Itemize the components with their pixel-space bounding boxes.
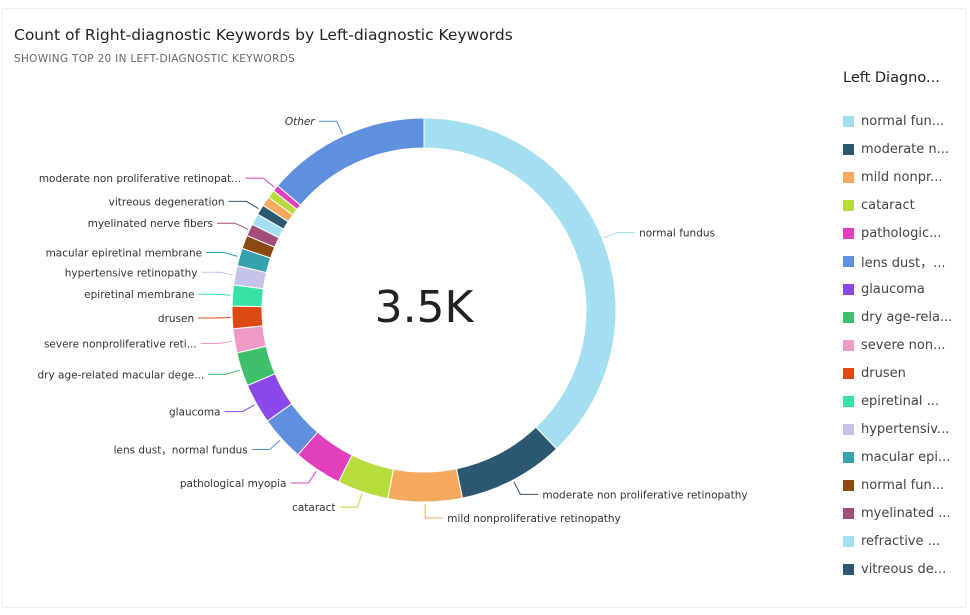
legend-swatch — [843, 255, 854, 267]
legend-swatch — [843, 479, 854, 491]
legend-label: severe non... — [861, 337, 946, 353]
legend-swatch — [843, 367, 854, 379]
leader-line — [290, 471, 317, 484]
legend-title: Left Diagno... — [843, 70, 940, 86]
slice-label: pathological myopia — [180, 478, 287, 490]
legend-item[interactable]: myelinated ... — [843, 499, 968, 527]
leader-line — [318, 120, 343, 135]
donut-slice[interactable] — [455, 426, 558, 499]
legend-label: mild nonpr... — [861, 169, 943, 185]
donut-chart: normal fundus moderate non proliferative … — [38, 116, 748, 525]
legend-label: hypertensiv... — [861, 421, 950, 437]
slice-label: dry age-related macular dege... — [38, 369, 205, 381]
legend-swatch — [843, 115, 854, 127]
donut-slice[interactable] — [387, 468, 463, 503]
leader-line — [200, 340, 233, 345]
legend-item[interactable]: glaucoma — [843, 275, 968, 303]
legend-item[interactable]: drusen — [843, 359, 968, 387]
legend-swatch — [843, 283, 854, 295]
leader-line — [208, 369, 240, 375]
leader-line — [198, 293, 231, 296]
legend-item[interactable]: pathologic... — [843, 219, 968, 247]
legend-label: moderate n... — [861, 141, 950, 157]
chart-title: Count of Right-diagnostic Keywords by Le… — [14, 26, 513, 44]
legend-swatch — [843, 143, 854, 155]
leader-line — [245, 177, 275, 188]
legend-label: pathologic... — [861, 225, 942, 241]
legend-swatch — [843, 423, 854, 435]
legend-item[interactable]: lens dust，... — [843, 247, 968, 275]
legend-item[interactable]: normal fun... — [843, 107, 968, 135]
legend-swatch — [843, 535, 854, 547]
slice-label: lens dust，normal fundus — [114, 445, 248, 457]
slice-label: normal fundus — [639, 228, 715, 240]
legend-label: refractive ... — [861, 533, 941, 549]
slice-label: severe nonproliferative reti... — [44, 339, 197, 351]
slice-label: hypertensive retinopathy — [65, 267, 198, 279]
legend-swatch — [843, 395, 854, 407]
center-total-label: 3.5K — [375, 282, 475, 333]
slice-label: myelinated nerve fibers — [88, 218, 213, 230]
leader-line — [201, 271, 234, 276]
chart-card — [2, 8, 966, 608]
leader-line — [198, 316, 231, 319]
legend-swatch — [843, 311, 854, 323]
legend-swatch — [843, 227, 854, 239]
legend-label: glaucoma — [861, 281, 925, 297]
slice-label: mild nonproliferative retinopathy — [447, 513, 621, 525]
slice-label: drusen — [158, 313, 194, 325]
leader-line — [603, 232, 636, 239]
slice-label: epiretinal membrane — [84, 289, 194, 301]
slice-label: glaucoma — [169, 407, 221, 419]
slice-label: cataract — [292, 502, 335, 514]
legend-swatch — [843, 507, 854, 519]
legend-item[interactable]: refractive ... — [843, 527, 968, 555]
slice-label: moderate non proliferative retinopathy — [542, 489, 747, 501]
legend-label: normal fun... — [861, 477, 945, 493]
chart-subtitle: SHOWING TOP 20 IN LEFT-DIAGNOSTIC KEYWOR… — [14, 53, 296, 65]
legend-item[interactable]: moderate n... — [843, 135, 968, 163]
slice-label: Other — [285, 116, 315, 128]
legend-label: dry age-rela... — [861, 309, 953, 325]
legend-item[interactable]: epiretinal ... — [843, 387, 968, 415]
leader-line — [224, 404, 255, 413]
leader-line — [424, 503, 444, 519]
legend-item[interactable]: mild nonpr... — [843, 163, 968, 191]
donut-slice[interactable] — [276, 117, 425, 206]
slice-label: vitreous degeneration — [109, 196, 225, 208]
leader-line — [513, 481, 539, 495]
legend-label: myelinated ... — [861, 505, 951, 521]
legend-swatch — [843, 339, 854, 351]
leader-line — [251, 439, 281, 451]
legend: Left Diagno... normal fun... moderate n..… — [843, 70, 968, 583]
leader-line — [339, 493, 363, 508]
legend-swatch — [843, 451, 854, 463]
slice-label: macular epiretinal membrane — [46, 248, 203, 260]
legend-item[interactable]: hypertensiv... — [843, 415, 968, 443]
leader-line — [228, 200, 259, 210]
leader-line — [206, 252, 238, 257]
legend-item[interactable]: cataract — [843, 191, 968, 219]
legend-item[interactable]: dry age-rela... — [843, 303, 968, 331]
legend-item[interactable]: normal fun... — [843, 471, 968, 499]
donut-slice[interactable] — [231, 305, 264, 330]
slice-label: moderate non proliferative retinopat... — [39, 173, 241, 185]
legend-swatch — [843, 199, 854, 211]
legend-label: lens dust，... — [861, 255, 946, 271]
legend-item[interactable]: severe non... — [843, 331, 968, 359]
legend-item[interactable]: vitreous de... — [843, 555, 968, 583]
legend-label: normal fun... — [861, 113, 945, 129]
legend-swatch — [843, 563, 854, 575]
legend-label: vitreous de... — [861, 561, 947, 577]
legend-label: cataract — [861, 197, 915, 213]
legend-item[interactable]: macular epi... — [843, 443, 968, 471]
legend-swatch — [843, 171, 854, 183]
legend-label: drusen — [861, 365, 906, 381]
legend-label: macular epi... — [861, 449, 951, 465]
leader-line — [216, 222, 248, 230]
legend-label: epiretinal ... — [861, 393, 939, 409]
